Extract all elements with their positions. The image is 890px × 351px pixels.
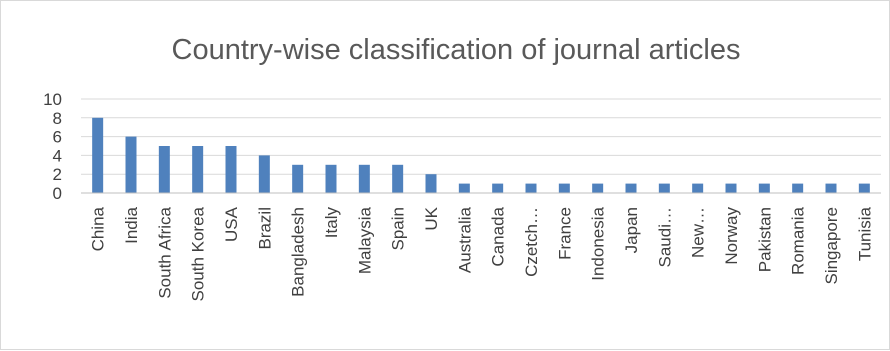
bar [558, 183, 570, 193]
y-tick-label: 4 [53, 146, 62, 165]
bar [292, 164, 304, 193]
bar [858, 183, 870, 193]
bar [158, 146, 170, 193]
x-category-label: Australia [455, 206, 474, 273]
bar [125, 136, 137, 193]
x-category-label: China [89, 206, 108, 251]
x-category-label: Malaysia [355, 206, 374, 274]
x-category-label: Canada [489, 206, 508, 266]
x-category-label: Norway [722, 207, 741, 265]
bars [92, 117, 870, 193]
x-category-label: Spain [389, 207, 408, 250]
y-tick-label: 2 [53, 165, 62, 184]
x-category-label: Indonesia [589, 206, 608, 280]
bar [258, 155, 270, 193]
x-category-label: Czetch… [522, 207, 541, 277]
bar [358, 164, 370, 193]
bar [758, 183, 770, 193]
gridlines [81, 98, 881, 175]
x-category-label: France [555, 207, 574, 260]
bar [192, 146, 204, 193]
bar [225, 146, 237, 193]
x-category-label: Singapore [822, 207, 841, 285]
bar [625, 183, 637, 193]
bar [458, 183, 470, 193]
y-tick-label: 10 [43, 90, 62, 109]
x-category-label: Tunisia [855, 206, 874, 261]
bar [525, 183, 537, 193]
y-tick-label: 8 [53, 109, 62, 128]
bar [658, 183, 670, 193]
x-category-label: Pakistan [755, 207, 774, 272]
bar [692, 183, 704, 193]
x-category-label: South Africa [155, 206, 174, 298]
bar [725, 183, 737, 193]
x-axis-labels: China India South Africa South Korea USA Braz… [89, 206, 875, 301]
x-category-label: Japan [622, 207, 641, 253]
x-category-label: Italy [322, 207, 341, 239]
bar [92, 117, 104, 193]
x-category-label: Romania [789, 206, 808, 275]
y-tick-label: 6 [53, 128, 62, 147]
x-category-label: South Korea [189, 206, 208, 301]
x-category-label: Bangladesh [289, 207, 308, 297]
x-category-label: UK [422, 206, 441, 230]
bar [392, 164, 404, 193]
y-tick-label: 0 [53, 184, 62, 203]
x-category-label: India [122, 206, 141, 243]
bar [825, 183, 837, 193]
bar [492, 183, 504, 193]
x-category-label: New… [689, 207, 708, 258]
x-category-label: USA [222, 206, 241, 242]
x-category-label: Saudi… [655, 207, 674, 267]
x-category-label: Brazil [255, 207, 274, 250]
bar [792, 183, 804, 193]
bar [425, 174, 437, 193]
chart-title: Country-wise classification of journal a… [172, 34, 741, 66]
bar [592, 183, 604, 193]
bar [325, 164, 337, 193]
